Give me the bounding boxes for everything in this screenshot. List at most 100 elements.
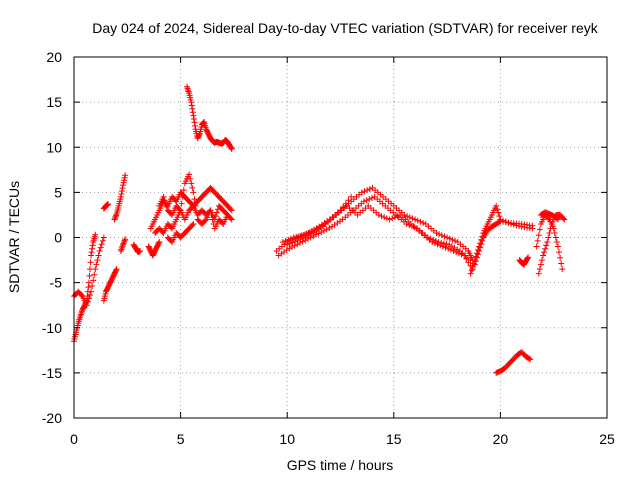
data-point <box>97 244 104 251</box>
x-tick-label: 5 <box>177 431 185 447</box>
data-point <box>186 171 193 178</box>
data-point <box>406 214 413 221</box>
data-point <box>538 257 545 264</box>
data-point <box>441 233 448 240</box>
data-point <box>337 207 344 214</box>
data-point <box>561 216 568 223</box>
data-point <box>89 245 96 252</box>
data-point <box>552 234 559 241</box>
data-point <box>192 202 199 209</box>
data-point <box>178 200 185 207</box>
data-point <box>190 112 197 119</box>
data-point <box>444 234 451 241</box>
data-point <box>191 122 198 129</box>
data-point <box>190 189 197 196</box>
data-point <box>495 209 502 216</box>
data-point <box>443 241 450 248</box>
data-point <box>161 197 168 204</box>
data-point <box>156 239 163 246</box>
data-point <box>458 251 465 258</box>
data-point <box>122 236 129 243</box>
data-point <box>113 266 120 273</box>
data-point <box>188 99 195 106</box>
data-point <box>467 270 474 277</box>
data-point <box>529 222 536 229</box>
y-tick-label: -5 <box>50 275 63 291</box>
data-point <box>87 259 94 266</box>
data-point <box>185 86 192 93</box>
grid <box>74 57 607 418</box>
data-point <box>85 284 92 291</box>
series-arc-e <box>145 239 163 259</box>
data-point <box>286 245 293 252</box>
data-point <box>122 172 129 179</box>
data-point <box>554 216 561 223</box>
data-point <box>471 261 478 268</box>
data-point <box>533 243 540 250</box>
data-point <box>89 242 96 249</box>
data-point <box>318 229 325 236</box>
data-point <box>526 355 533 362</box>
data-point <box>541 249 548 256</box>
data-point <box>113 212 120 219</box>
data-point <box>279 239 286 246</box>
data-point <box>208 211 215 218</box>
data-point <box>364 187 371 194</box>
data-point <box>438 239 445 246</box>
series-cluster-2 <box>152 202 235 236</box>
x-tick-label: 10 <box>279 431 295 447</box>
data-point <box>162 200 169 207</box>
series-mid-4 <box>284 193 355 248</box>
data-point <box>554 243 561 250</box>
data-point <box>117 248 124 255</box>
data-point <box>453 249 460 256</box>
data-point <box>90 277 97 284</box>
data-point <box>302 233 309 240</box>
data-point <box>188 180 195 187</box>
series-ramp-a <box>71 231 99 345</box>
data-point <box>213 209 220 216</box>
data-point <box>442 244 449 251</box>
axis-ticks: 0 5 10 15 20 25 -20 -15 -10 -5 0 5 10 15 20 <box>42 49 615 447</box>
data-point <box>368 195 375 202</box>
data-point <box>185 88 192 95</box>
y-tick-label: 10 <box>46 139 62 155</box>
data-point <box>88 288 95 295</box>
data-point <box>450 248 457 255</box>
data-point <box>121 237 128 244</box>
data-point <box>160 193 167 200</box>
data-point <box>553 239 560 246</box>
data-point <box>417 218 424 225</box>
data-point <box>366 196 373 203</box>
data-point <box>284 241 291 248</box>
data-point <box>137 248 144 255</box>
chart-title: Day 024 of 2024, Sidereal Day-to-day VTE… <box>92 20 598 36</box>
data-point <box>378 213 385 220</box>
data-point <box>294 237 301 244</box>
data-point <box>452 237 459 244</box>
data-point <box>544 239 551 246</box>
data-point <box>105 201 112 208</box>
data-point <box>559 266 566 273</box>
series-arc-b <box>100 266 120 304</box>
data-point <box>375 211 382 218</box>
data-point <box>412 216 419 223</box>
data-point <box>361 188 368 195</box>
data-point <box>472 258 479 265</box>
series-mid-2 <box>275 193 474 264</box>
data-point <box>86 292 93 299</box>
data-point <box>536 226 543 233</box>
data-point <box>478 241 485 248</box>
data-point <box>429 239 436 246</box>
data-point <box>189 109 196 116</box>
series-cluster-4 <box>164 220 197 246</box>
data-point <box>77 311 84 318</box>
data-point <box>439 243 446 250</box>
data-point <box>315 230 322 237</box>
data-point <box>179 193 186 200</box>
data-point <box>558 260 565 267</box>
data-point <box>391 214 398 221</box>
data-point <box>358 189 365 196</box>
data-point <box>431 240 438 247</box>
data-point <box>119 243 126 250</box>
